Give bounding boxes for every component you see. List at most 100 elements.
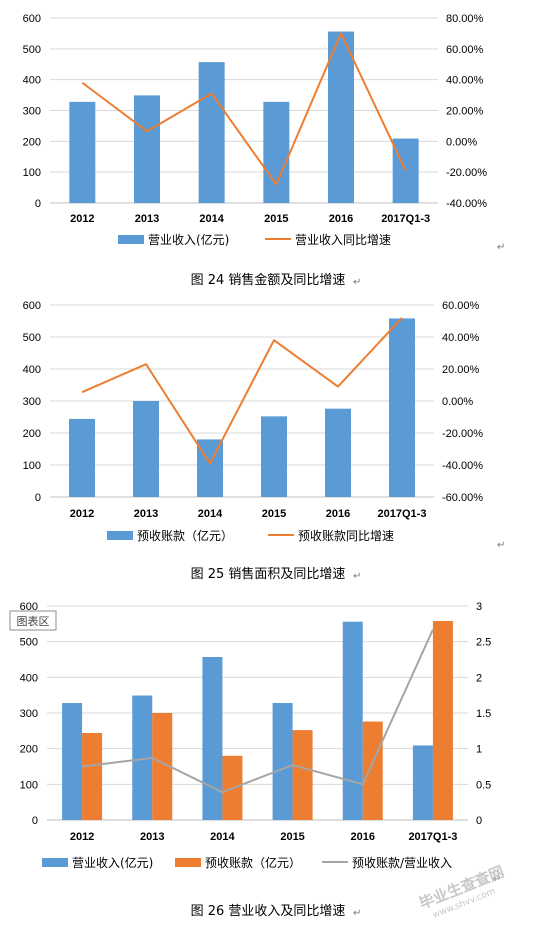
y-right-tick-label: 20.00%	[446, 106, 484, 118]
bar-2012	[69, 418, 95, 497]
bar-2012	[62, 703, 83, 820]
y-left-tick-label: 200	[20, 744, 38, 756]
legend-label: 预收账款/营业收入	[352, 856, 452, 870]
legend-label: 预收账款同比增速	[298, 529, 394, 543]
bar-2017Q1-3	[432, 620, 453, 820]
caption-chart-24: 图 24 销售金额及同比增速	[191, 272, 346, 288]
bar-2013	[134, 95, 160, 203]
return-mark: ↵	[497, 242, 505, 253]
x-tick-label: 2016	[329, 213, 353, 225]
chart-revenue: 0 100 200 300 400 500 600 0 0.5 1 1.5 2 2.5 3 2012 2013…	[20, 601, 492, 870]
x-tick-label: 2016	[351, 831, 375, 843]
return-mark: ↵	[497, 540, 505, 551]
y-left-tick-label: 500	[23, 44, 41, 56]
y-left-tick-label: 400	[23, 364, 41, 376]
y-right-tick-label: 1	[476, 744, 482, 756]
x-tick-label: 2012	[70, 213, 94, 225]
series-line	[81, 629, 434, 794]
bar-2016	[328, 31, 354, 203]
bar-2015	[263, 101, 290, 203]
x-tick-label: 2012	[70, 831, 94, 843]
y-right-tick-label: 80.00%	[446, 13, 484, 25]
bar-2014	[202, 657, 223, 820]
y-left-tick-label: 200	[23, 428, 41, 440]
y-left-tick-label: 600	[23, 300, 41, 312]
return-mark: ↵	[353, 277, 361, 288]
y-left-tick-label: 400	[23, 75, 41, 87]
x-tick-label: 2017Q1-3	[408, 831, 457, 843]
x-tick-label: 2014	[210, 831, 235, 843]
chart-sales-amount: 0 100 200 300 400 500 600 -40.00% -20.00% 0.00% 20…	[23, 13, 488, 247]
y-right-tick-label: 60.00%	[442, 300, 480, 312]
legend-label: 营业收入(亿元)	[72, 855, 153, 870]
chart-sales-area: 0 100 200 300 400 500 600 -60.00% -40.00% -20.00%…	[23, 300, 484, 543]
bar-2012	[82, 732, 103, 820]
legend-label: 预收账款（亿元）	[205, 855, 301, 870]
x-tick-label: 2016	[326, 508, 350, 520]
y-right-tick-label: 60.00%	[446, 44, 484, 56]
bar-2015	[272, 703, 293, 820]
y-left-tick-label: 400	[20, 672, 38, 684]
x-tick-label: 2014	[199, 213, 224, 225]
legend-swatch	[175, 858, 201, 867]
y-left-tick-label: 600	[20, 601, 38, 613]
x-tick-label: 2015	[280, 831, 304, 843]
y-right-tick-label: 40.00%	[442, 332, 480, 344]
y-left-tick-label: 100	[23, 460, 41, 472]
y-right-tick-label: 1.5	[476, 708, 491, 720]
x-tick-label: 2017Q1-3	[378, 508, 427, 520]
y-right-tick-label: 2	[476, 672, 482, 684]
x-tick-label: 2013	[135, 213, 159, 225]
x-tick-label: 2015	[262, 508, 286, 520]
legend-label: 营业收入(亿元)	[148, 232, 229, 247]
bar-2013	[132, 695, 153, 820]
bar-2016	[362, 721, 383, 820]
bar-2017Q1-3	[412, 745, 433, 820]
caption-chart-26: 图 26 营业收入及同比增速	[191, 904, 346, 919]
x-tick-label: 2013	[134, 508, 158, 520]
return-mark: ↵	[353, 908, 361, 919]
y-left-tick-label: 0	[35, 198, 41, 210]
y-left-tick-label: 600	[23, 13, 41, 25]
x-tick-label: 2015	[264, 213, 288, 225]
y-right-tick-label: 0.00%	[442, 396, 473, 408]
y-left-tick-label: 100	[20, 779, 38, 791]
x-tick-label: 2013	[140, 831, 164, 843]
y-left-tick-label: 500	[23, 332, 41, 344]
return-mark: ↵	[493, 874, 501, 885]
bar-2012	[69, 101, 96, 203]
y-right-tick-label: 0.5	[476, 779, 491, 791]
y-left-tick-label: 100	[23, 167, 41, 179]
bar-2013	[152, 713, 173, 820]
y-left-tick-label: 300	[23, 106, 41, 118]
y-right-tick-label: 2.5	[476, 637, 491, 649]
y-left-tick-label: 0	[32, 815, 38, 827]
y-right-tick-label: 3	[476, 601, 482, 613]
y-left-tick-label: 300	[23, 396, 41, 408]
y-left-tick-label: 500	[20, 637, 38, 649]
legend-swatch	[118, 235, 144, 244]
return-mark: ↵	[353, 571, 361, 582]
x-tick-label: 2017Q1-3	[381, 213, 430, 225]
series-line	[81, 32, 407, 186]
legend-label: 营业收入同比增速	[295, 233, 391, 247]
y-right-tick-label: -60.00%	[442, 492, 483, 504]
plot-area-tooltip: 图表区	[9, 610, 57, 631]
bar-2016	[342, 621, 363, 820]
y-right-tick-label: -40.00%	[442, 460, 483, 472]
x-tick-label: 2014	[198, 508, 223, 520]
y-left-tick-label: 200	[23, 136, 41, 148]
y-right-tick-label: -20.00%	[446, 167, 487, 179]
bar-2015	[292, 730, 313, 820]
x-tick-label: 2012	[70, 508, 94, 520]
bar-2017Q1-3	[389, 318, 415, 497]
plot-area-label: 图表区	[17, 614, 50, 628]
y-right-tick-label: -40.00%	[446, 198, 487, 210]
bar-2015	[261, 416, 287, 497]
y-left-tick-label: 0	[35, 492, 41, 504]
bar-2017Q1-3	[392, 138, 419, 203]
y-left-tick-label: 300	[20, 708, 38, 720]
y-right-tick-label: 0.00%	[446, 136, 477, 148]
y-right-tick-label: 40.00%	[446, 75, 484, 87]
